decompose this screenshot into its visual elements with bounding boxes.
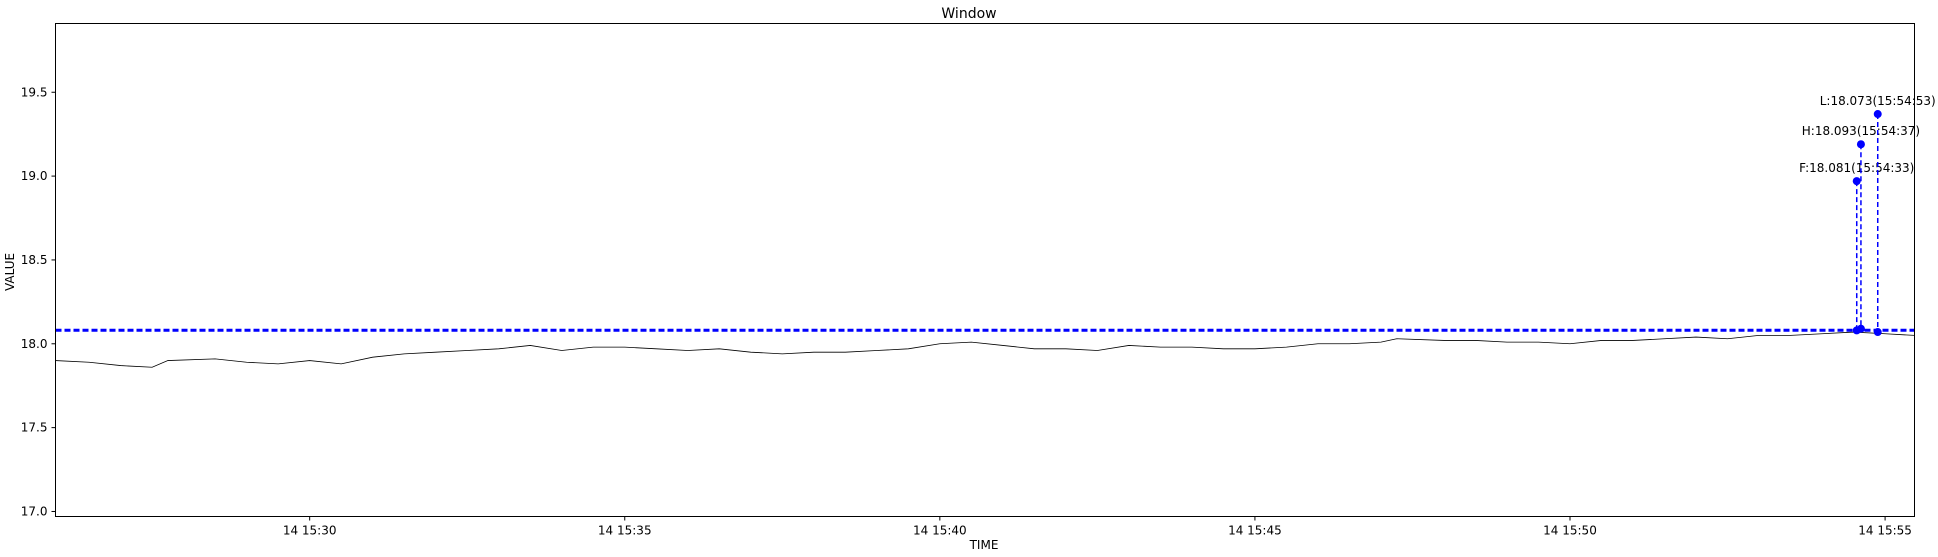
marker-base-point xyxy=(1856,324,1865,333)
plot-frame xyxy=(55,23,1915,517)
marker-label: F:18.081(15:54:33) xyxy=(1799,161,1914,175)
marker-base-point xyxy=(1873,328,1882,337)
y-tick-label: 19.0 xyxy=(21,169,48,183)
x-axis-title: TIME xyxy=(969,538,999,552)
y-axis: 17.0 17.5 18.0 18.5 19.0 19.5 xyxy=(21,85,56,518)
marker-label: H:18.093(15:54:37) xyxy=(1802,124,1920,138)
marker-label: L:18.073(15:54:53) xyxy=(1820,94,1936,108)
marker-point xyxy=(1856,140,1865,149)
y-tick-label: 18.5 xyxy=(21,253,48,267)
y-tick-label: 17.0 xyxy=(21,504,48,518)
x-axis: 14 15:30 14 15:35 14 15:40 14 15:45 14 15:50… xyxy=(283,516,1912,538)
y-tick-label: 18.0 xyxy=(21,337,48,351)
series-line xyxy=(55,331,1915,368)
plot-area: F:18.081(15:54:33) H:18.093(15:54:37) L:18… xyxy=(55,94,1936,368)
x-tick-label: 14 15:45 xyxy=(1228,524,1282,538)
x-tick-label: 14 15:55 xyxy=(1858,524,1912,538)
y-axis-title: VALUE xyxy=(3,253,17,291)
y-tick-label: 17.5 xyxy=(21,421,48,435)
x-tick-label: 14 15:40 xyxy=(913,524,967,538)
chart-title: Window xyxy=(941,6,996,22)
x-tick-label: 14 15:35 xyxy=(598,524,652,538)
y-tick-label: 19.5 xyxy=(21,85,48,99)
x-tick-label: 14 15:30 xyxy=(283,524,337,538)
x-tick-label: 14 15:50 xyxy=(1543,524,1597,538)
marker-point xyxy=(1873,110,1882,119)
marker-point xyxy=(1852,177,1861,186)
